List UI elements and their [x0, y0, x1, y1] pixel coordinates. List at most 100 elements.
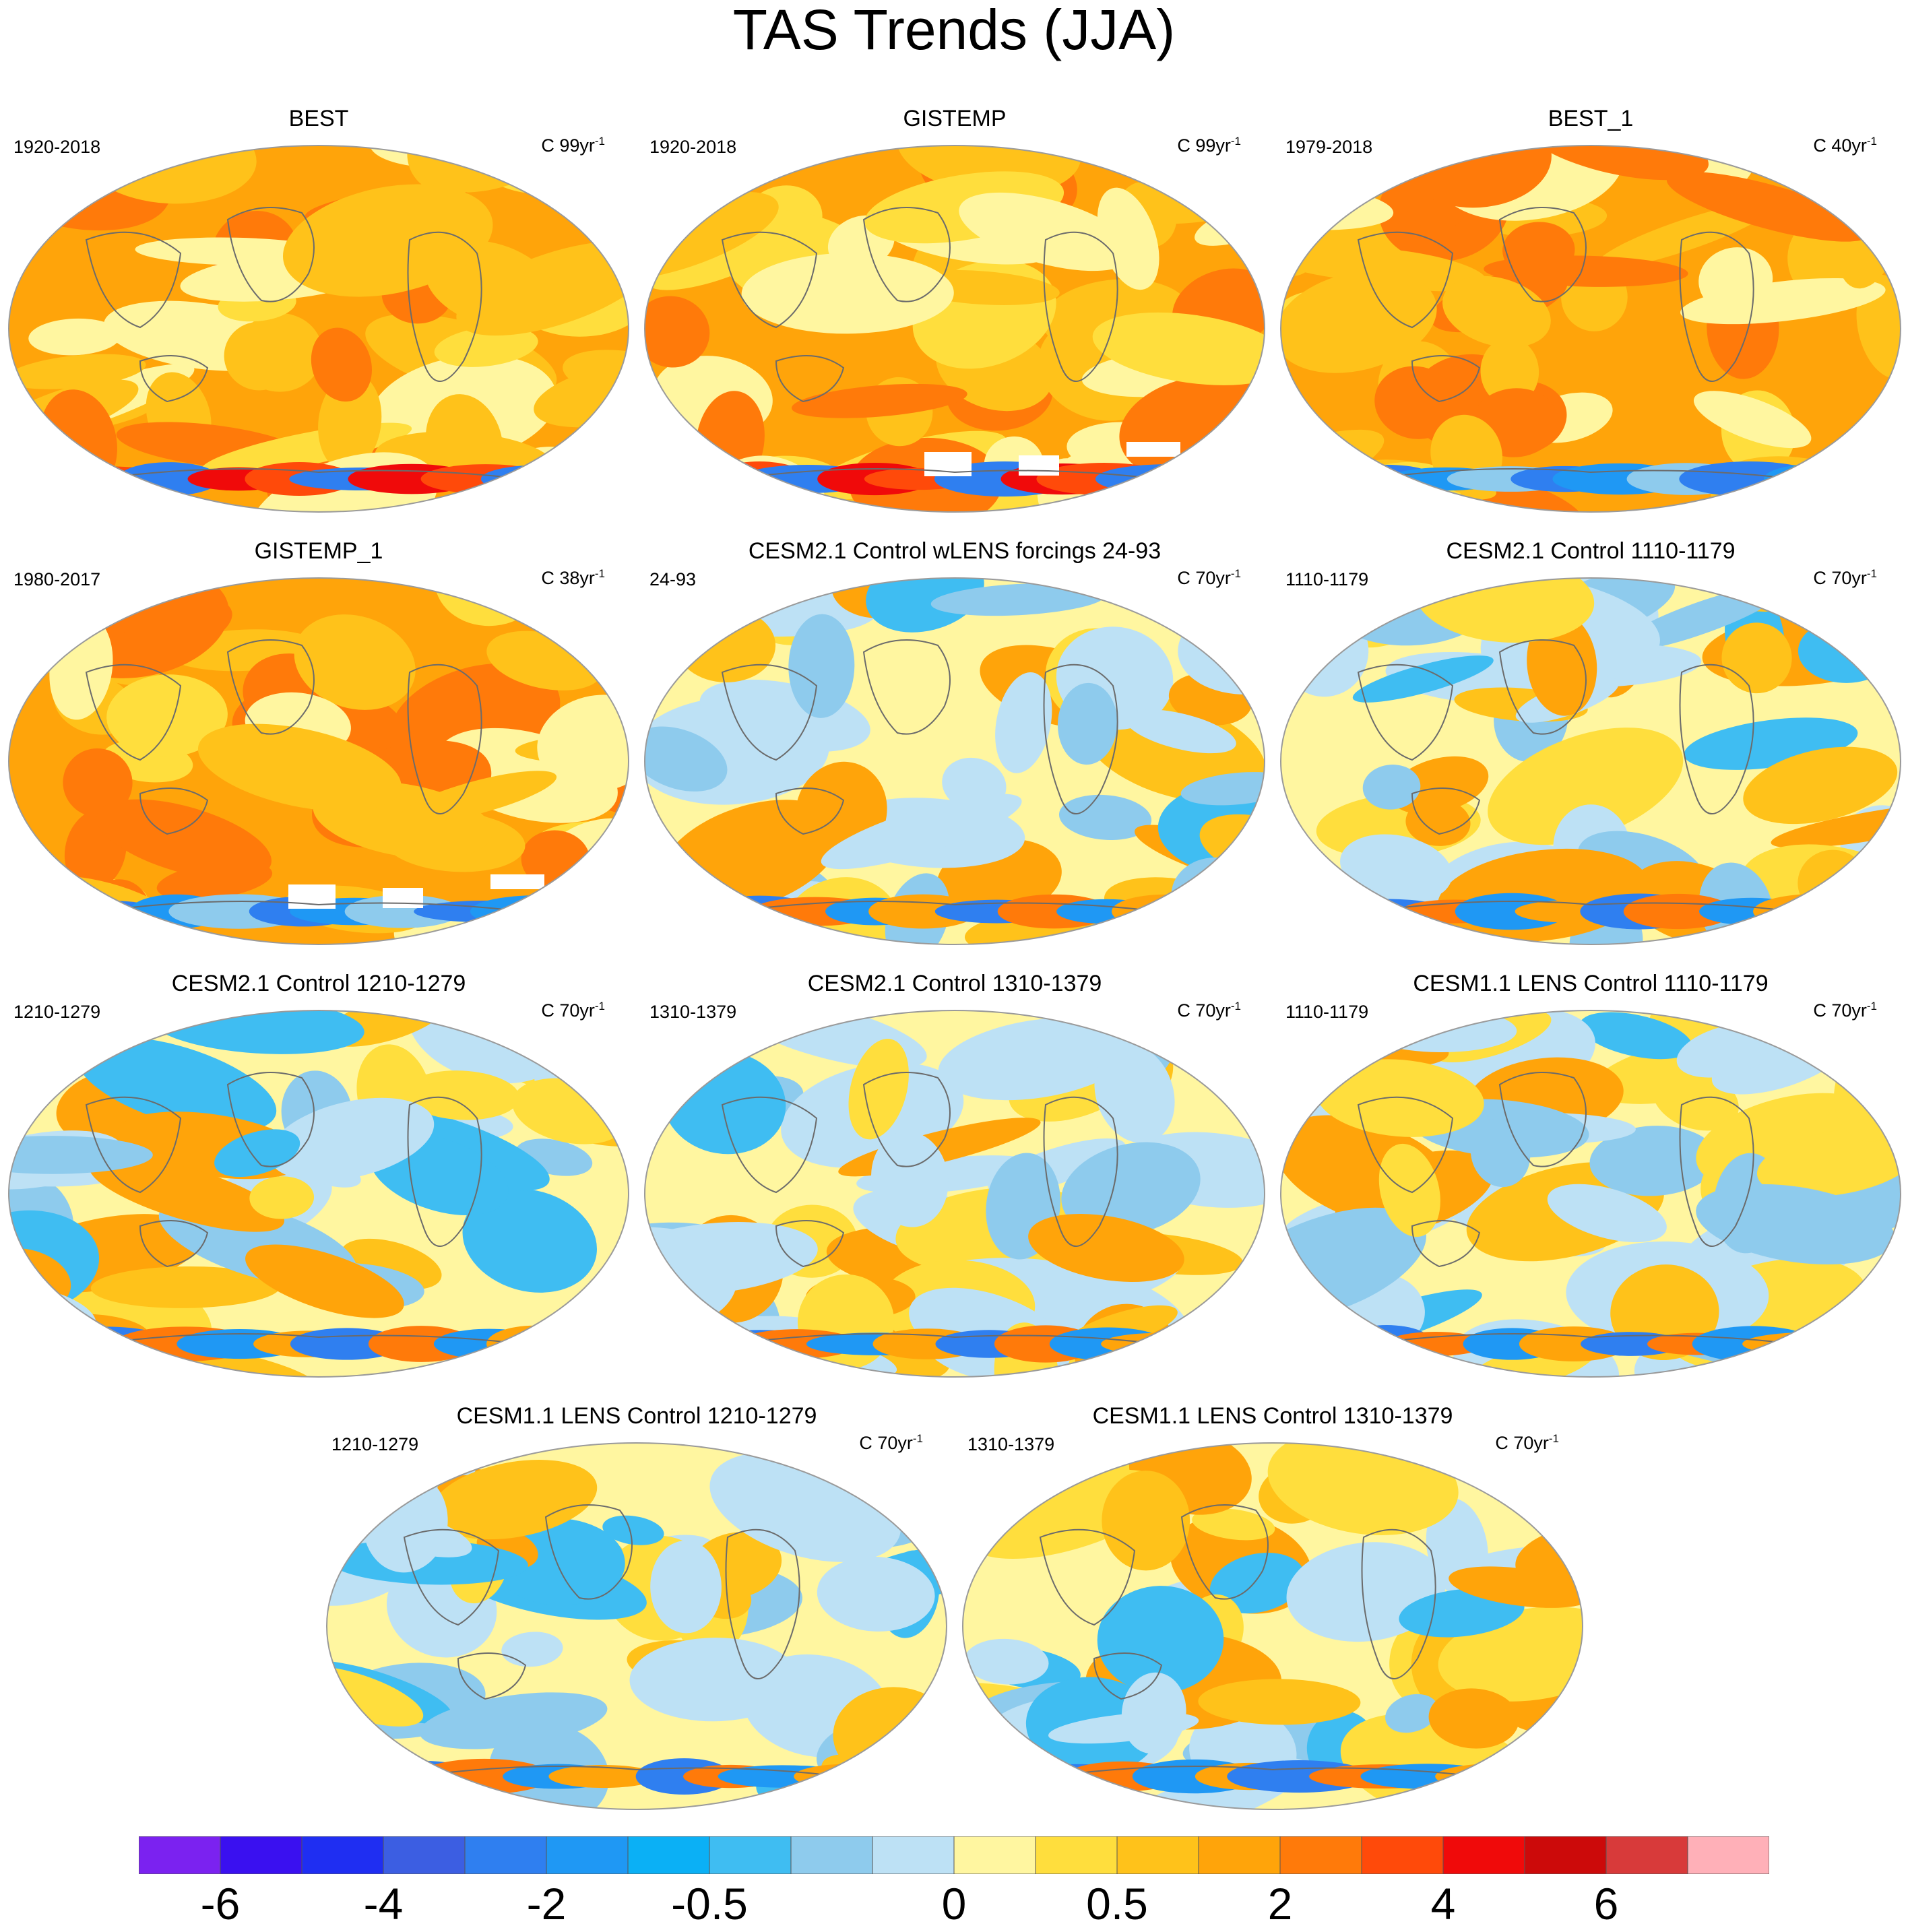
trend-patch — [1579, 1012, 1692, 1060]
trend-patch — [645, 223, 792, 290]
southern-ocean-patch — [1753, 893, 1881, 930]
colorbar-swatch — [627, 1836, 710, 1874]
panel-period: 1110-1179 — [1285, 1002, 1369, 1022]
map-border — [644, 577, 1265, 945]
trend-patch — [602, 1515, 664, 1545]
trend-patch — [399, 771, 557, 824]
trend-patch — [817, 1556, 935, 1632]
panel-title: GISTEMP_1 — [254, 538, 383, 564]
coastline — [1411, 1220, 1481, 1268]
coastline — [1344, 468, 1844, 486]
trend-patch — [1361, 1010, 1517, 1052]
southern-ocean-patch — [1435, 1763, 1569, 1790]
world-map — [8, 145, 629, 513]
map-border — [644, 145, 1265, 513]
panel-period: 24-93 — [649, 569, 697, 589]
coastline — [1498, 207, 1587, 302]
map-panel: CESM1.1 LENS Control 1110-1179 1110-1179 C… — [1277, 970, 1904, 1381]
panel-units: C 40yr-1 — [1813, 135, 1877, 156]
colorbar-tick-label: 0 — [941, 1879, 967, 1929]
world-map — [8, 577, 629, 945]
colorbar-tick-label: 6 — [1593, 1879, 1619, 1929]
southern-ocean-patch — [1679, 461, 1821, 497]
missing-data-region — [383, 888, 423, 908]
coastline — [1357, 664, 1454, 761]
panel-title: CESM2.1 Control 1310-1379 — [807, 971, 1102, 996]
missing-data-region — [924, 452, 972, 476]
coastline — [139, 787, 209, 835]
colorbar-swatch — [1035, 1836, 1118, 1874]
trend-patch — [1488, 728, 1684, 845]
panel-period: 1310-1379 — [649, 1002, 737, 1022]
trend-patch — [63, 748, 133, 817]
panel-period: 1979-2018 — [1285, 137, 1373, 157]
trend-patch — [938, 1017, 1135, 1101]
panel-title: BEST — [288, 106, 349, 131]
colorbar-swatch — [1116, 1836, 1199, 1874]
trend-patch — [249, 1176, 315, 1219]
world-map — [644, 1010, 1265, 1378]
trend-patch — [462, 1188, 597, 1293]
southern-ocean-patch — [1763, 463, 1877, 495]
trend-patch — [1281, 1207, 1426, 1322]
colorbar — [139, 1836, 1769, 1874]
panel-period: 1110-1179 — [1285, 569, 1369, 589]
colorbar-swatch — [139, 1836, 221, 1874]
coastline — [1679, 231, 1754, 382]
trend-patch — [501, 1632, 563, 1667]
world-map — [644, 577, 1265, 945]
trend-patch — [959, 192, 1135, 271]
coastline — [544, 1504, 633, 1600]
map-panel: CESM2.1 Control 1310-1379 1310-1379 C 70yr… — [641, 970, 1268, 1381]
colorbar-tick-label: -2 — [526, 1879, 567, 1929]
southern-ocean-patch — [794, 1764, 905, 1789]
colorbar-swatch — [709, 1836, 792, 1874]
coastline — [226, 639, 315, 735]
coastline — [708, 468, 1208, 486]
trend-patch — [1094, 1043, 1175, 1143]
colorbar-swatch — [383, 1836, 466, 1874]
world-map — [1280, 577, 1901, 945]
coastline — [1498, 639, 1587, 735]
trend-patch — [1470, 1118, 1531, 1188]
trend-patch — [645, 296, 710, 368]
colorbar-swatch — [546, 1836, 629, 1874]
panel-title: CESM2.1 Control wLENS forcings 24-93 — [748, 538, 1162, 564]
map-border — [962, 1442, 1583, 1810]
trend-patch — [1547, 1184, 1667, 1242]
coastline — [862, 207, 951, 302]
trend-patch — [28, 318, 121, 356]
trend-patch — [1378, 1143, 1440, 1237]
trend-patch — [1092, 312, 1265, 385]
coastline — [407, 1096, 482, 1247]
colorbar-swatch — [872, 1836, 955, 1874]
panel-title: CESM1.1 LENS Control 1210-1279 — [456, 1403, 817, 1429]
coastline — [226, 207, 315, 302]
coastline — [721, 231, 818, 329]
trend-patch — [76, 1037, 277, 1132]
southern-ocean-patch — [486, 1325, 583, 1363]
trend-patch — [9, 1136, 153, 1174]
map-border — [8, 1010, 629, 1378]
map-panel: CESM1.1 LENS Control 1310-1379 1310-1379 C… — [959, 1403, 1586, 1813]
trend-patch — [1484, 255, 1688, 287]
map-panel: GISTEMP 1920-2018 C 99yr-1 — [641, 105, 1268, 516]
trend-patch — [90, 1266, 281, 1308]
coastline — [1344, 901, 1844, 919]
panel-units: C 38yr-1 — [541, 567, 605, 588]
trend-patch — [930, 583, 1106, 616]
trend-patch — [96, 799, 272, 880]
trend-patch — [896, 146, 1081, 195]
trend-patch — [245, 1244, 404, 1318]
colorbar-swatch — [301, 1836, 384, 1874]
panel-period: 1920-2018 — [13, 137, 101, 157]
panel-title: CESM2.1 Control 1210-1279 — [171, 971, 466, 996]
trend-patch — [1385, 1694, 1438, 1733]
panel-units: C 99yr-1 — [541, 135, 605, 156]
trend-patch — [294, 614, 416, 710]
southern-ocean-patch — [1111, 894, 1217, 929]
map-panel: BEST_1 1979-2018 C 40yr-1 — [1277, 105, 1904, 516]
trend-patch — [1340, 834, 1453, 903]
panel-units: C 70yr-1 — [1177, 567, 1241, 588]
trend-patch — [1097, 1586, 1224, 1694]
